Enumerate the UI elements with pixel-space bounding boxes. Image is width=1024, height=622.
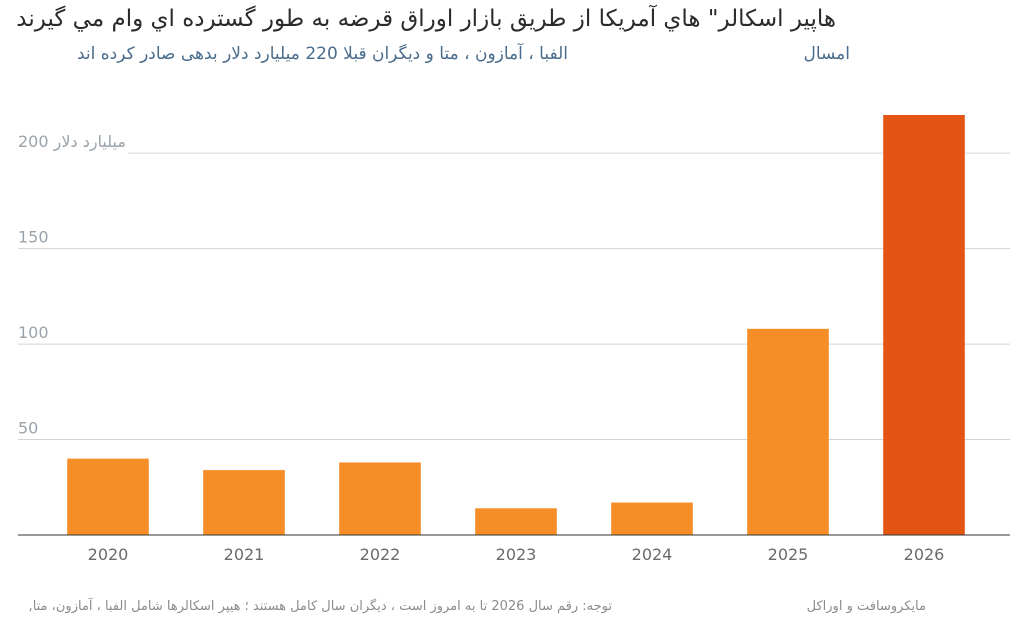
bar-2021 <box>203 470 285 535</box>
bars <box>67 115 965 535</box>
x-tick-label: 2020 <box>88 545 129 564</box>
x-tick-label: 2023 <box>496 545 537 564</box>
x-tick-label: 2021 <box>224 545 265 564</box>
bar-2020 <box>67 458 149 535</box>
bar-2025 <box>747 328 829 535</box>
y-tick-labels: 50 100 150 200 میلیارد دلار <box>18 132 126 437</box>
x-tick-label: 2022 <box>360 545 401 564</box>
y-tick-label: 200 میلیارد دلار <box>18 132 126 152</box>
footnote: ,توجه: رقم سال 2026 تا به امروز است ، دی… <box>28 599 612 614</box>
gridlines <box>18 152 1010 441</box>
footnote-source: مایکروسافت و اوراکل <box>806 599 926 614</box>
bar-2023 <box>475 508 557 535</box>
bar-2026 <box>883 115 965 535</box>
x-tick-labels: 2020 2021 2022 2023 2024 2025 2026 <box>88 545 945 564</box>
y-tick-label: 50 <box>18 419 38 438</box>
x-tick-label: 2026 <box>904 545 945 564</box>
chart-subtitle: الفبا ، آمازون ، متا و ديگران قبلا 220 م… <box>76 44 568 64</box>
y-tick-label: 150 <box>18 228 49 247</box>
y-tick-label: 100 <box>18 323 49 342</box>
chart-title: هاپير اسكالر" هاي آمريكا از طريق بازار ا… <box>16 6 836 32</box>
bar-2022 <box>339 462 421 535</box>
x-tick-label: 2025 <box>768 545 809 564</box>
bar-2024 <box>611 502 693 535</box>
x-tick-label: 2024 <box>632 545 673 564</box>
chart-subtitle-word: امسال <box>803 44 850 64</box>
